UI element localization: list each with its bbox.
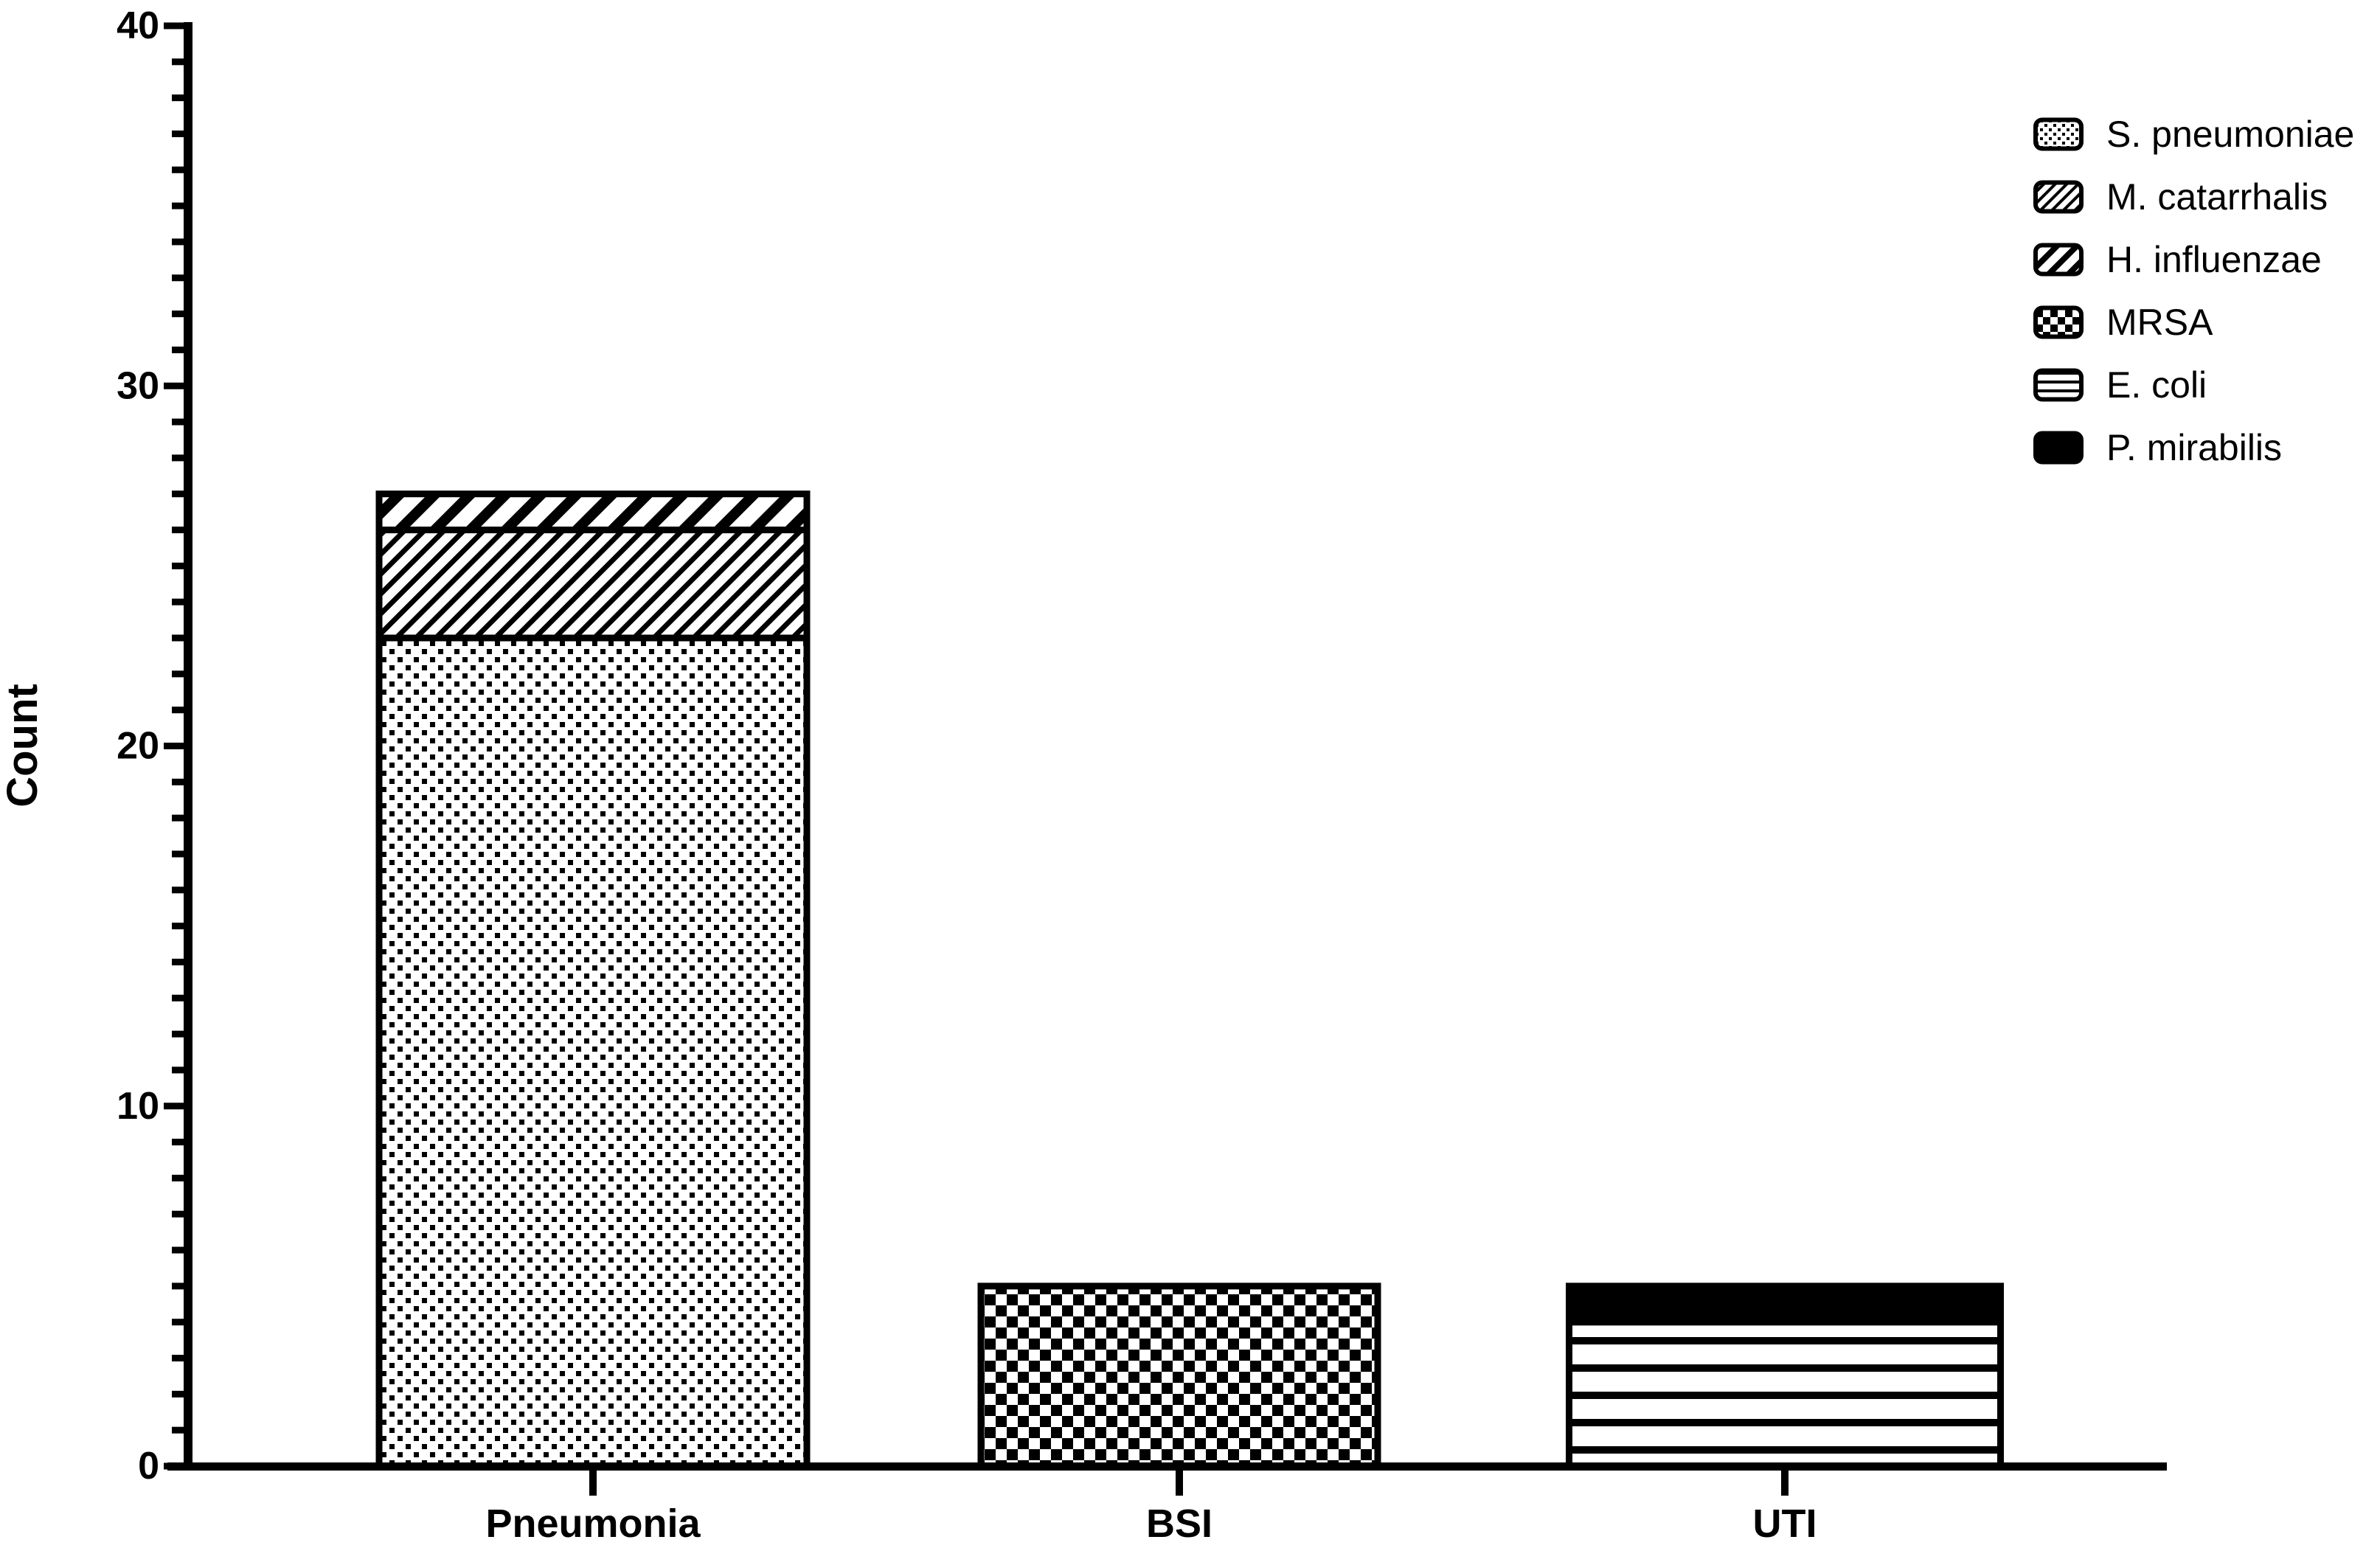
y-minor-tick-13 — [172, 994, 188, 1002]
bar-segment-pneumonia-h-influenzae — [375, 490, 811, 534]
y-minor-tick-28 — [172, 454, 188, 462]
y-minor-tick-7 — [172, 1210, 188, 1218]
bar-segment-uti-p-mirabilis — [1566, 1283, 2004, 1326]
y-minor-tick-34 — [172, 238, 188, 246]
legend-swatch-h-influenzae-icon — [2033, 243, 2084, 277]
y-minor-tick-2 — [172, 1390, 188, 1398]
x-axis-ticks — [589, 1471, 1789, 1496]
category-label-bsi: BSI — [1146, 1502, 1212, 1546]
y-minor-tick-36 — [172, 166, 188, 173]
y-minor-tick-4 — [172, 1319, 188, 1326]
y-minor-tick-9 — [172, 1139, 188, 1146]
y-minor-tick-29 — [172, 418, 188, 426]
y-minor-tick-16 — [172, 886, 188, 894]
legend-swatch-m-catarrhalis-icon — [2033, 180, 2084, 214]
legend-swatch-p-mirabilis-icon — [2033, 431, 2084, 465]
y-axis-title: Count — [0, 684, 46, 808]
bar-segment-uti-e-coli — [1566, 1319, 2004, 1470]
y-minor-tick-14 — [172, 958, 188, 965]
y-minor-tick-25 — [172, 562, 188, 569]
legend-label-e-coli: E. coli — [2106, 364, 2207, 406]
y-minor-tick-17 — [172, 850, 188, 858]
y-minor-tick-22 — [172, 670, 188, 678]
legend-swatch-s-pneumoniae-icon — [2033, 117, 2084, 151]
x-tick-pneumonia — [589, 1471, 597, 1496]
y-minor-tick-27 — [172, 490, 188, 498]
y-minor-tick-3 — [172, 1355, 188, 1362]
y-minor-tick-32 — [172, 310, 188, 318]
bars-group — [375, 490, 2004, 1470]
bar-segment-bsi-mrsa — [977, 1283, 1381, 1470]
y-minor-tick-37 — [172, 130, 188, 137]
y-major-tick-20 — [164, 743, 188, 749]
y-minor-tick-11 — [172, 1066, 188, 1074]
y-minor-tick-35 — [172, 202, 188, 209]
y-tick-label-10: 10 — [117, 1085, 159, 1128]
y-tick-label-40: 40 — [117, 4, 159, 47]
y-minor-tick-21 — [172, 707, 188, 714]
y-axis-ticks — [164, 22, 188, 1470]
y-major-tick-0 — [164, 1462, 188, 1470]
legend-label-p-mirabilis: P. mirabilis — [2106, 427, 2282, 468]
x-axis-line — [167, 1462, 2167, 1471]
x-axis-category-labels: Pneumonia BSI UTI — [485, 1502, 1817, 1546]
y-tick-label-30: 30 — [117, 364, 159, 407]
y-minor-tick-18 — [172, 814, 188, 822]
bar-segment-pneumonia-m-catarrhalis — [375, 527, 811, 642]
y-minor-tick-33 — [172, 274, 188, 282]
legend-label-h-influenzae: H. influenzae — [2106, 239, 2322, 280]
bar-segment-pneumonia-s-pneumoniae — [375, 634, 811, 1470]
y-minor-tick-19 — [172, 778, 188, 785]
y-minor-tick-31 — [172, 346, 188, 353]
y-minor-tick-5 — [172, 1283, 188, 1290]
y-minor-tick-15 — [172, 923, 188, 930]
y-minor-tick-1 — [172, 1426, 188, 1434]
y-tick-label-0: 0 — [138, 1445, 159, 1488]
category-label-uti: UTI — [1753, 1502, 1817, 1546]
legend-swatch-e-coli-icon — [2033, 368, 2084, 402]
legend-label-s-pneumoniae: S. pneumoniae — [2106, 114, 2354, 155]
y-major-tick-10 — [164, 1103, 188, 1110]
legend: S. pneumoniae M. catarrhalis H. influenzae… — [2033, 114, 2354, 468]
legend-label-mrsa: MRSA — [2106, 302, 2213, 343]
x-tick-uti — [1781, 1471, 1789, 1496]
y-major-tick-40 — [164, 22, 188, 29]
y-minor-tick-24 — [172, 598, 188, 605]
legend-label-m-catarrhalis: M. catarrhalis — [2106, 176, 2328, 218]
y-minor-tick-8 — [172, 1174, 188, 1181]
y-minor-tick-12 — [172, 1030, 188, 1038]
y-tick-label-20: 20 — [117, 725, 159, 768]
y-minor-tick-38 — [172, 94, 188, 102]
x-tick-bsi — [1176, 1471, 1183, 1496]
category-label-pneumonia: Pneumonia — [485, 1502, 701, 1546]
y-minor-tick-39 — [172, 58, 188, 66]
legend-swatch-mrsa-icon — [2033, 305, 2084, 339]
y-major-tick-30 — [164, 382, 188, 389]
y-minor-tick-26 — [172, 527, 188, 534]
y-minor-tick-23 — [172, 634, 188, 642]
y-axis-tick-labels: 0 10 20 30 40 — [117, 4, 159, 1488]
y-minor-tick-6 — [172, 1246, 188, 1254]
